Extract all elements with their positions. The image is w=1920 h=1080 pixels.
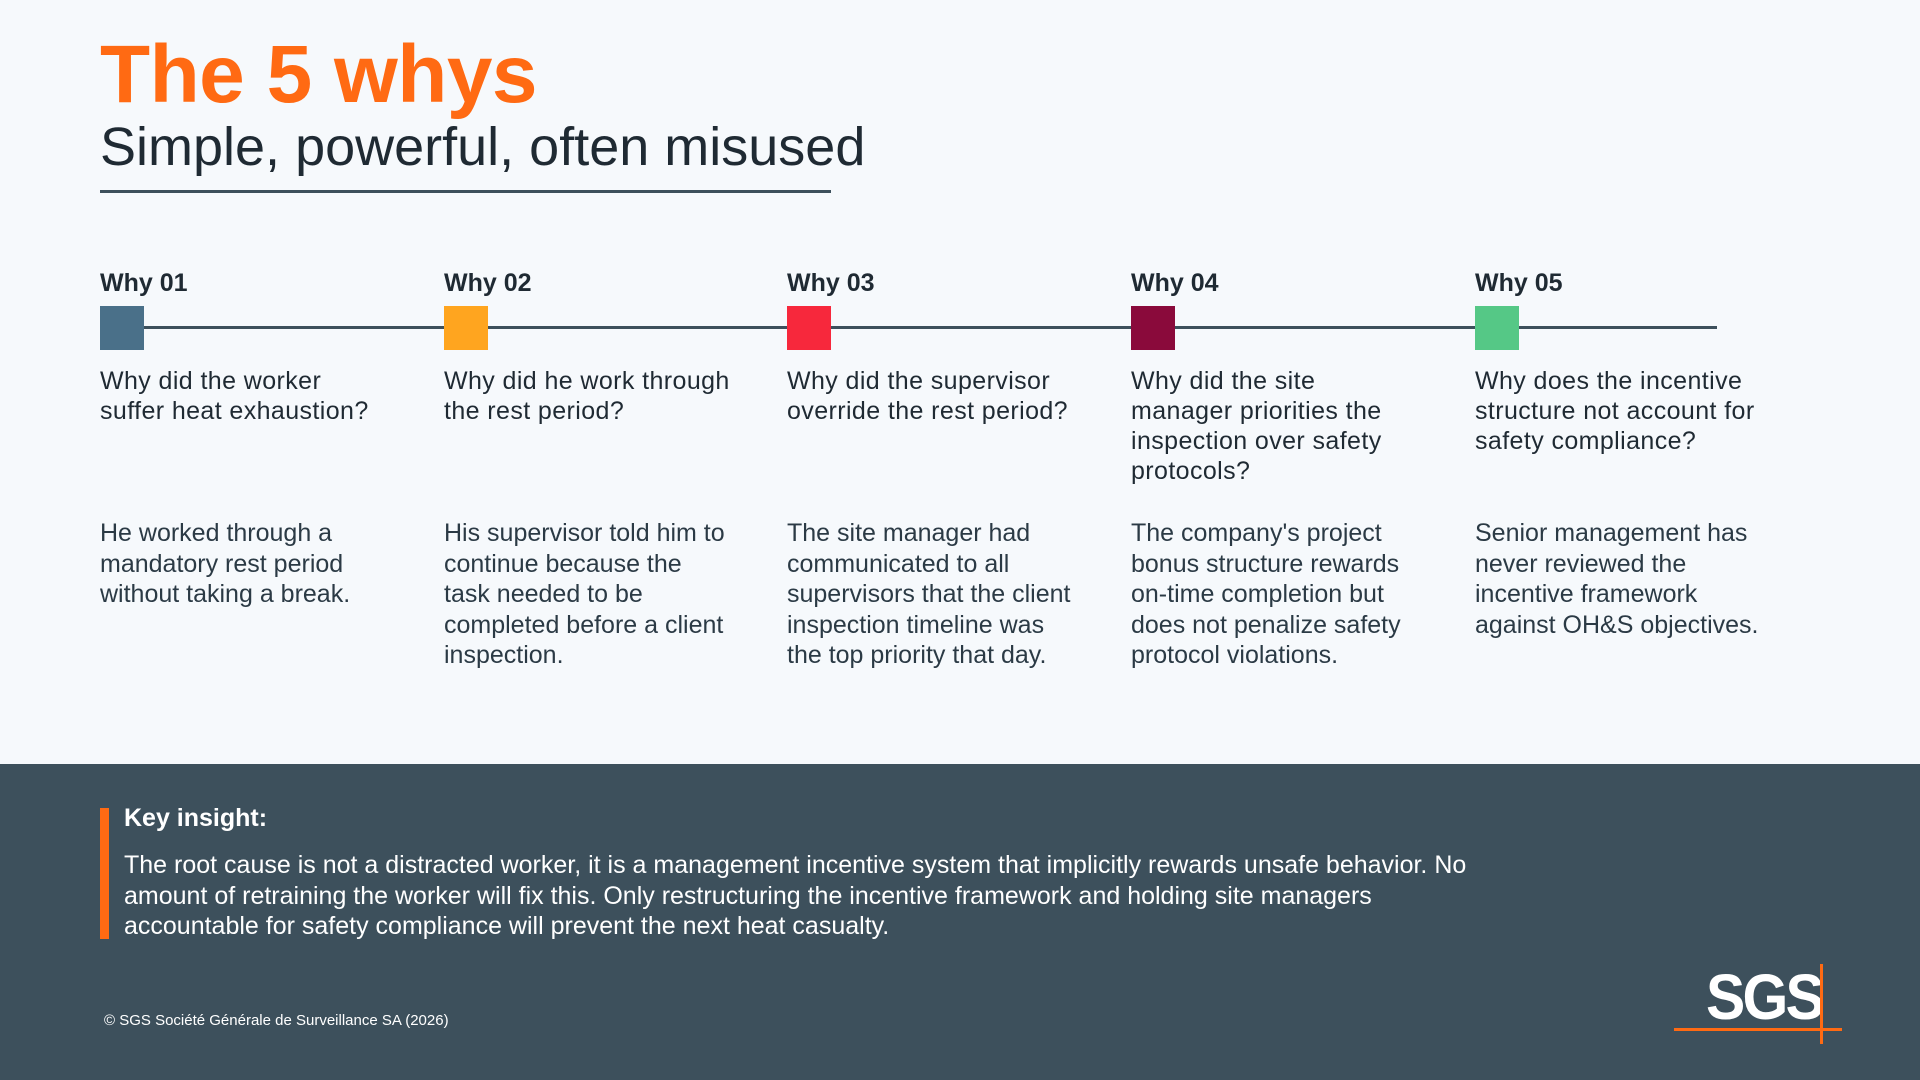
insight-panel	[0, 764, 1920, 1080]
page-subtitle: Simple, powerful, often misused	[100, 117, 866, 177]
insight-title: Key insight:	[124, 804, 268, 832]
why-step-marker	[1131, 306, 1175, 350]
copyright-notice: © SGS Société Générale de Surveillance S…	[104, 1012, 449, 1029]
why-step-label: Why 05	[1475, 269, 1563, 297]
why-step-3: Why 03 Why did the supervisor override t…	[787, 268, 1077, 669]
why-step-label: Why 01	[100, 269, 188, 297]
why-step-1: Why 01 Why did the worker suffer heat ex…	[100, 268, 390, 608]
why-step-answer: His supervisor told him to continue beca…	[444, 519, 725, 669]
why-step-marker	[787, 306, 831, 350]
insight-accent-bar	[100, 808, 109, 939]
sgs-logo: SGS	[1674, 962, 1842, 1044]
page-title: The 5 whys	[100, 29, 538, 120]
insight-body: The root cause is not a distracted worke…	[124, 851, 1467, 940]
why-step-answer: The company's project bonus structure re…	[1131, 519, 1401, 669]
why-step-label: Why 02	[444, 269, 532, 297]
logo-horizontal-line	[1674, 1028, 1842, 1031]
title-divider	[100, 190, 831, 193]
why-step-label: Why 03	[787, 269, 875, 297]
why-step-answer: He worked through a mandatory rest perio…	[100, 519, 351, 608]
why-step-5: Why 05 Why does the incentive structure …	[1475, 268, 1765, 639]
why-step-marker	[444, 306, 488, 350]
why-step-question: Why did the site manager priorities the …	[1131, 367, 1382, 485]
sgs-logo-text: SGS	[1706, 961, 1825, 1033]
why-step-question: Why did the supervisor override the rest…	[787, 367, 1068, 425]
why-step-question: Why did the worker suffer heat exhaustio…	[100, 367, 369, 425]
why-step-answer: The site manager had communicated to all…	[787, 519, 1071, 669]
why-step-2: Why 02 Why did he work through the rest …	[444, 268, 734, 669]
why-step-4: Why 04 Why did the site manager prioriti…	[1131, 268, 1421, 669]
why-step-question: Why did he work through the rest period?	[444, 367, 730, 425]
why-step-marker	[1475, 306, 1519, 350]
why-step-label: Why 04	[1131, 269, 1219, 297]
timeline-line	[100, 326, 1717, 329]
logo-vertical-line	[1820, 964, 1823, 1044]
why-step-marker	[100, 306, 144, 350]
why-step-answer: Senior management has never reviewed the…	[1475, 519, 1759, 639]
why-step-question: Why does the incentive structure not acc…	[1475, 367, 1755, 455]
